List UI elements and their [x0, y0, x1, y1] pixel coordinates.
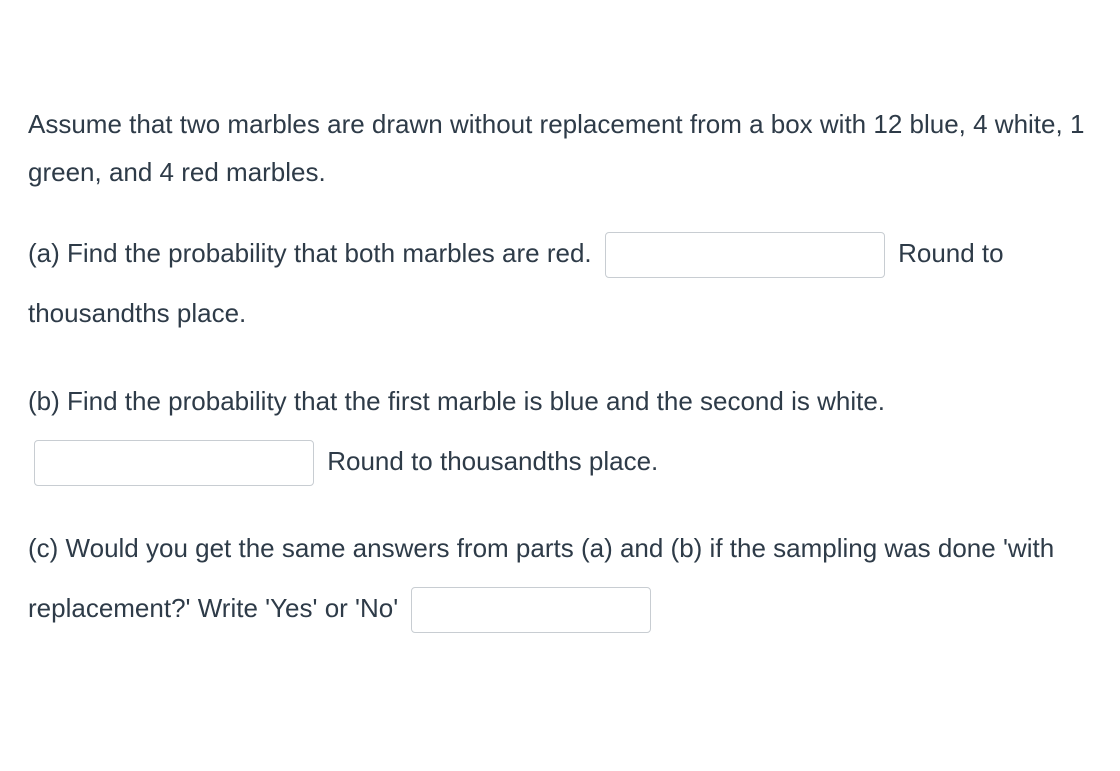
part-b-text-after: Round to thousandths place.: [327, 446, 658, 476]
part-c: (c) Would you get the same answers from …: [28, 519, 1092, 639]
question-content: Assume that two marbles are drawn withou…: [28, 100, 1092, 639]
part-b: (b) Find the probability that the first …: [28, 372, 1092, 492]
part-a-text-before: (a) Find the probability that both marbl…: [28, 238, 599, 268]
question-intro: Assume that two marbles are drawn withou…: [28, 100, 1092, 196]
part-a-answer-input[interactable]: [605, 232, 885, 278]
part-b-answer-input[interactable]: [34, 440, 314, 486]
part-b-text-before: (b) Find the probability that the first …: [28, 386, 885, 416]
part-a: (a) Find the probability that both marbl…: [28, 224, 1092, 344]
part-c-answer-input[interactable]: [411, 587, 651, 633]
